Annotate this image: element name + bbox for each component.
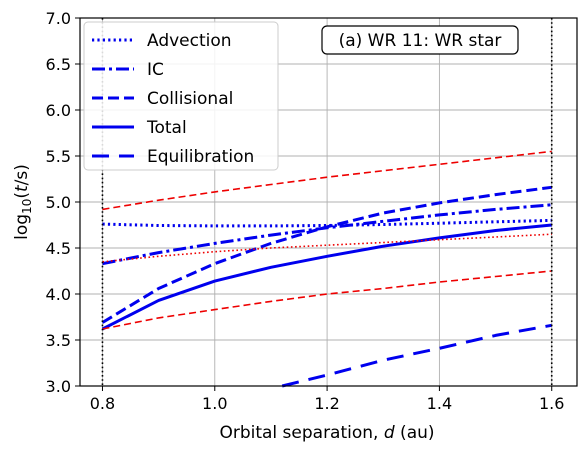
y-tick-label-7: 6.5: [46, 55, 71, 74]
annotation-frame: [321, 25, 519, 55]
y-tick-label-0: 3.0: [46, 377, 71, 396]
x-tick-label-1: 1.0: [202, 394, 227, 413]
annotation-box: (a) WR 11: WR star: [321, 25, 519, 55]
x-tick-label-4: 1.6: [539, 394, 564, 413]
legend-label-ic: IC: [147, 60, 164, 80]
tick-layer: 0.8 1.0 1.2 1.4 1.6 3.0 3.5 4.0 4.5 5.0 5.5 6.0 6.5 7…: [46, 9, 565, 413]
legend-frame: [83, 21, 279, 171]
series-line-red-7: [102, 270, 552, 330]
legend-label-advection: Advection: [147, 31, 232, 51]
y-tick-label-3: 4.5: [46, 239, 71, 258]
y-tick-label-8: 7.0: [46, 9, 71, 28]
legend-label-collisional: Collisional: [147, 89, 233, 109]
annotation-text: (a) WR 11: WR star: [339, 31, 502, 51]
series-line-red-5: [102, 150, 552, 211]
y-tick-label-2: 4.0: [46, 285, 71, 304]
y-tick-label-4: 5.0: [46, 193, 71, 212]
x-axis-label: Orbital separation, d (au): [219, 423, 434, 443]
series-line-total: [101, 223, 552, 331]
y-tick-label-5: 5.5: [46, 147, 71, 166]
series-line-red-6: [102, 233, 552, 263]
x-tick-label-3: 1.4: [427, 394, 452, 413]
series-layer: [101, 150, 552, 388]
legend: Advection IC Collisional Total Equilibration: [83, 21, 279, 171]
series-line-equilibration: [281, 323, 552, 388]
y-tick-label-6: 6.0: [46, 101, 71, 120]
legend-label-equilibration: Equilibration: [147, 147, 254, 167]
series-line-advection: [102, 218, 552, 228]
legend-label-total: Total: [146, 118, 187, 138]
vertical-lines: [101, 18, 553, 386]
y-axis-label: log10(t/s): [12, 164, 34, 240]
x-tick-label-2: 1.2: [314, 394, 339, 413]
x-tick-label-0: 0.8: [90, 394, 115, 413]
y-tick-label-1: 3.5: [46, 331, 71, 350]
series-line-collisional: [101, 185, 552, 324]
